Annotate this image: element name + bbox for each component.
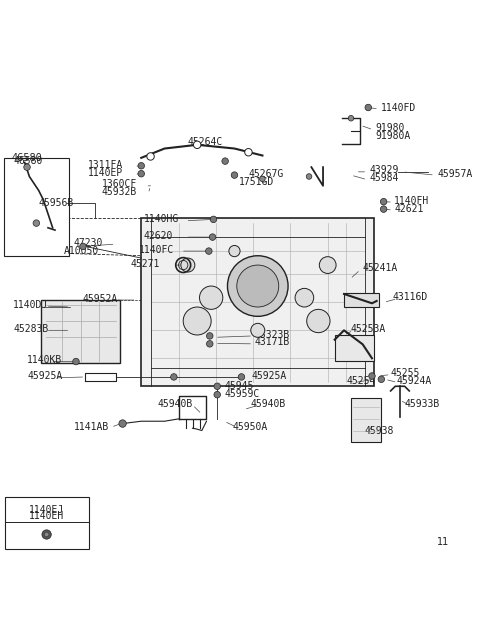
Circle shape	[147, 153, 154, 160]
Circle shape	[380, 206, 387, 213]
Text: 45271: 45271	[131, 259, 160, 268]
Circle shape	[380, 198, 387, 205]
Circle shape	[183, 307, 211, 335]
Circle shape	[138, 162, 144, 169]
Circle shape	[170, 374, 177, 380]
Circle shape	[306, 174, 312, 179]
Text: 45323B: 45323B	[254, 329, 290, 340]
Text: 1311FA: 1311FA	[88, 160, 123, 170]
Text: 1140DJ: 1140DJ	[13, 300, 48, 309]
Circle shape	[206, 340, 213, 347]
Text: 43116D: 43116D	[393, 292, 428, 302]
Text: 45956B: 45956B	[39, 198, 74, 208]
Circle shape	[307, 309, 330, 333]
Text: 45924A: 45924A	[396, 376, 432, 386]
Bar	[335, 335, 374, 361]
Circle shape	[251, 324, 265, 337]
Text: 45254: 45254	[347, 376, 376, 386]
Circle shape	[206, 333, 213, 339]
PathPatch shape	[41, 300, 120, 363]
Circle shape	[231, 172, 238, 178]
Text: 1140EH: 1140EH	[29, 511, 64, 521]
Bar	[351, 398, 381, 442]
Circle shape	[222, 158, 228, 164]
Circle shape	[214, 383, 220, 390]
Circle shape	[210, 216, 217, 223]
Text: 45957A: 45957A	[437, 169, 472, 178]
Circle shape	[181, 258, 195, 272]
Text: 42620: 42620	[144, 230, 173, 241]
Text: 45264C: 45264C	[188, 137, 223, 148]
Circle shape	[365, 104, 372, 111]
Circle shape	[119, 420, 126, 428]
Text: 46580: 46580	[12, 153, 42, 164]
Circle shape	[200, 286, 223, 309]
Text: 46580: 46580	[13, 156, 42, 166]
Circle shape	[319, 257, 336, 273]
Circle shape	[138, 170, 144, 177]
Text: 45945: 45945	[224, 381, 253, 391]
Text: 43929: 43929	[370, 166, 399, 175]
Circle shape	[348, 116, 354, 121]
PathPatch shape	[141, 218, 374, 386]
Text: 45932B: 45932B	[102, 187, 137, 197]
Text: 91980: 91980	[376, 123, 405, 134]
Circle shape	[237, 265, 279, 307]
Circle shape	[72, 358, 79, 365]
Circle shape	[245, 148, 252, 156]
Text: 45283B: 45283B	[13, 324, 48, 334]
Circle shape	[238, 374, 245, 380]
Text: 45938: 45938	[364, 426, 394, 437]
Circle shape	[44, 532, 49, 537]
Circle shape	[260, 176, 265, 182]
Text: 42621: 42621	[395, 204, 424, 214]
Circle shape	[295, 288, 314, 307]
Text: 1140HG: 1140HG	[144, 214, 179, 224]
Text: 45984: 45984	[370, 173, 399, 184]
Text: 1140FD: 1140FD	[381, 103, 417, 112]
Text: 45940B: 45940B	[251, 399, 286, 408]
Text: 45959C: 45959C	[224, 389, 260, 399]
Circle shape	[369, 373, 375, 379]
Text: 1140FH: 1140FH	[395, 196, 430, 205]
Circle shape	[209, 234, 216, 240]
Circle shape	[205, 248, 212, 254]
Text: 1360CF: 1360CF	[102, 179, 137, 189]
Circle shape	[24, 164, 30, 170]
Circle shape	[193, 141, 201, 148]
Text: 45925A: 45925A	[27, 372, 62, 381]
Text: 1141AB: 1141AB	[73, 422, 109, 432]
Circle shape	[229, 245, 240, 257]
Circle shape	[228, 256, 288, 317]
Text: 45933B: 45933B	[405, 399, 440, 408]
FancyBboxPatch shape	[5, 497, 88, 550]
Text: 1751GD: 1751GD	[239, 177, 275, 187]
FancyBboxPatch shape	[4, 158, 69, 256]
Bar	[344, 293, 379, 307]
Text: 1140FC: 1140FC	[139, 245, 174, 255]
Text: 45940B: 45940B	[157, 399, 193, 408]
Text: 45241A: 45241A	[363, 263, 398, 273]
Circle shape	[378, 376, 384, 383]
Text: 91980A: 91980A	[376, 132, 411, 141]
Text: 45950A: 45950A	[232, 422, 267, 432]
Text: 11: 11	[437, 537, 449, 546]
Text: A10050: A10050	[64, 246, 99, 256]
Text: 45255: 45255	[391, 369, 420, 378]
Text: 45253A: 45253A	[350, 324, 385, 334]
Text: 1140EP: 1140EP	[88, 168, 123, 178]
Circle shape	[42, 530, 51, 539]
Text: 45925A: 45925A	[252, 372, 287, 381]
Text: 43171B: 43171B	[254, 338, 290, 347]
Circle shape	[214, 392, 220, 398]
Text: 45952A: 45952A	[83, 293, 118, 304]
Circle shape	[33, 220, 40, 227]
Text: 47230: 47230	[73, 238, 103, 248]
Text: 1140KB: 1140KB	[27, 355, 62, 365]
Text: 45267G: 45267G	[249, 169, 284, 178]
Circle shape	[80, 243, 86, 250]
Text: 1140EJ: 1140EJ	[29, 505, 64, 515]
